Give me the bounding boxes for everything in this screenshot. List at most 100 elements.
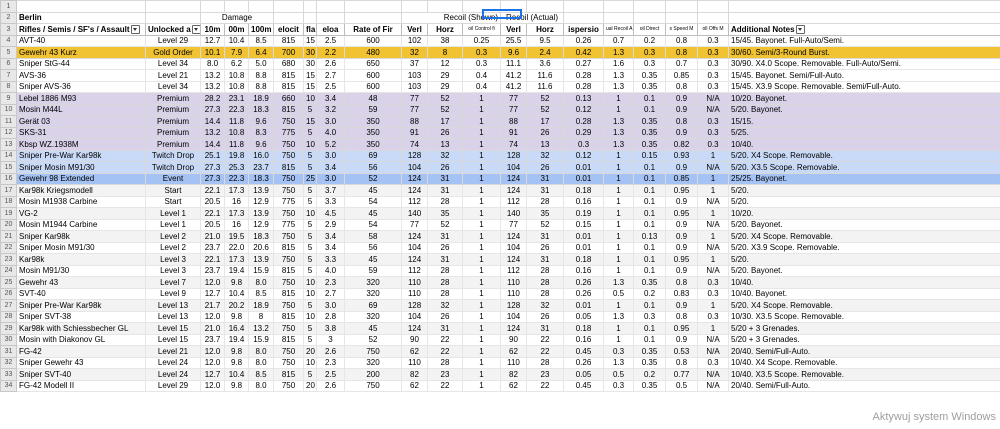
table-cell[interactable]: 0.13 xyxy=(633,230,666,243)
table-cell[interactable]: 600 xyxy=(344,80,402,93)
cell[interactable] xyxy=(665,11,698,24)
table-cell[interactable]: 0.7 xyxy=(665,57,698,70)
table-cell[interactable]: 815 xyxy=(273,264,304,277)
weapon-name-cell[interactable]: Sniper Pre-War Kar98k xyxy=(16,149,146,162)
weapon-name-cell[interactable]: Gewehr 98 Extended xyxy=(16,172,146,185)
notes-cell[interactable]: 20/40. Semi/Full-Auto. xyxy=(728,379,1000,392)
row-number[interactable]: 15 xyxy=(0,161,17,174)
table-cell[interactable]: 750 xyxy=(273,172,304,185)
table-cell[interactable]: 104 xyxy=(401,161,428,174)
table-cell[interactable]: Level 24 xyxy=(145,356,201,369)
table-cell[interactable]: 1 xyxy=(603,264,634,277)
table-cell[interactable]: 1 xyxy=(603,207,634,220)
weapon-name-cell[interactable]: Sniper AVS-36 xyxy=(16,80,146,93)
table-cell[interactable]: 0.35 xyxy=(633,379,666,392)
table-cell[interactable]: 0.45 xyxy=(563,379,604,392)
table-cell[interactable]: 0.8 xyxy=(665,276,698,289)
table-cell[interactable]: 15.9 xyxy=(248,264,274,277)
table-cell[interactable]: 5 xyxy=(303,161,317,174)
table-cell[interactable]: 5 xyxy=(303,299,317,312)
table-cell[interactable]: 12.0 xyxy=(200,276,225,289)
table-cell[interactable]: 1.3 xyxy=(603,46,634,59)
table-cell[interactable]: Level 2 xyxy=(145,230,201,243)
table-cell[interactable]: N/A xyxy=(697,103,729,116)
table-cell[interactable]: Level 3 xyxy=(145,253,201,266)
table-cell[interactable]: 2.5 xyxy=(316,80,345,93)
cell[interactable] xyxy=(316,0,345,13)
table-cell[interactable]: 21.0 xyxy=(200,230,225,243)
weapon-name-cell[interactable]: Sniper Pre-War Kar98k xyxy=(16,299,146,312)
table-cell[interactable]: 1 xyxy=(603,195,634,208)
table-cell[interactable]: 41.2 xyxy=(500,69,527,82)
table-cell[interactable]: 12.0 xyxy=(200,310,225,323)
table-cell[interactable]: 90 xyxy=(500,333,527,346)
table-cell[interactable]: 0.5 xyxy=(603,368,634,381)
table-cell[interactable]: 52 xyxy=(427,92,463,105)
table-cell[interactable]: 3.6 xyxy=(526,57,564,70)
table-cell[interactable]: 23 xyxy=(526,368,564,381)
table-cell[interactable]: 11.6 xyxy=(526,80,564,93)
table-cell[interactable]: 5 xyxy=(303,253,317,266)
table-cell[interactable]: 750 xyxy=(273,207,304,220)
table-cell[interactable]: 0.8 xyxy=(665,356,698,369)
table-cell[interactable]: 775 xyxy=(273,195,304,208)
notes-cell[interactable]: 10/40. xyxy=(728,138,1000,151)
row-number[interactable]: 32 xyxy=(0,356,17,369)
table-cell[interactable]: 10 xyxy=(303,92,317,105)
table-cell[interactable]: 8.0 xyxy=(200,57,225,70)
table-cell[interactable]: 8.8 xyxy=(248,80,274,93)
table-cell[interactable]: Level 34 xyxy=(145,57,201,70)
row-number[interactable]: 9 xyxy=(0,92,17,105)
table-cell[interactable]: 0.1 xyxy=(633,322,666,335)
table-cell[interactable]: 23.7 xyxy=(200,264,225,277)
table-cell[interactable]: 45 xyxy=(344,184,402,197)
table-cell[interactable]: 104 xyxy=(500,161,527,174)
table-cell[interactable]: 20.5 xyxy=(200,195,225,208)
table-cell[interactable]: 0.1 xyxy=(633,161,666,174)
table-cell[interactable]: 14.4 xyxy=(200,138,225,151)
weapon-name-cell[interactable]: Mosin with Diakonov GL xyxy=(16,333,146,346)
table-cell[interactable]: 1 xyxy=(603,230,634,243)
table-cell[interactable]: 5 xyxy=(303,184,317,197)
table-cell[interactable]: 7.9 xyxy=(224,46,249,59)
table-cell[interactable]: 12.7 xyxy=(200,34,225,47)
table-cell[interactable]: 25.1 xyxy=(200,149,225,162)
notes-cell[interactable]: 5/25. xyxy=(728,126,1000,139)
notes-cell[interactable]: 5/20. xyxy=(728,253,1000,266)
table-cell[interactable]: 22 xyxy=(526,379,564,392)
table-cell[interactable]: 20 xyxy=(303,379,317,392)
table-cell[interactable]: 1 xyxy=(462,379,501,392)
table-cell[interactable]: 2.9 xyxy=(316,218,345,231)
table-cell[interactable]: Premium xyxy=(145,126,201,139)
table-cell[interactable]: Level 29 xyxy=(145,34,201,47)
table-cell[interactable]: 23.7 xyxy=(200,241,225,254)
table-cell[interactable]: 480 xyxy=(344,46,402,59)
table-cell[interactable]: 0.28 xyxy=(563,115,604,128)
table-cell[interactable]: Premium xyxy=(145,92,201,105)
table-cell[interactable]: 1.3 xyxy=(603,138,634,151)
table-cell[interactable]: 12 xyxy=(427,57,463,70)
table-cell[interactable]: 12.7 xyxy=(200,287,225,300)
table-cell[interactable]: 1 xyxy=(462,241,501,254)
table-cell[interactable]: 9.8 xyxy=(224,310,249,323)
table-cell[interactable]: 1.6 xyxy=(603,57,634,70)
table-cell[interactable]: 0.9 xyxy=(665,195,698,208)
table-cell[interactable]: 16 xyxy=(224,195,249,208)
damage-group-label[interactable]: Damage xyxy=(200,11,274,24)
table-cell[interactable]: 0.3 xyxy=(462,57,501,70)
weapon-name-cell[interactable]: Sniper Mosin M91/30 xyxy=(16,241,146,254)
table-cell[interactable]: 1 xyxy=(603,103,634,116)
table-cell[interactable]: 0.05 xyxy=(563,310,604,323)
table-cell[interactable]: 140 xyxy=(401,207,428,220)
table-cell[interactable]: 3.4 xyxy=(316,241,345,254)
table-cell[interactable]: 0.1 xyxy=(633,184,666,197)
table-cell[interactable]: 28.2 xyxy=(200,92,225,105)
table-cell[interactable]: 11.1 xyxy=(500,57,527,70)
row-number[interactable]: 22 xyxy=(0,241,17,254)
table-cell[interactable]: 8 xyxy=(427,46,463,59)
table-cell[interactable]: 48 xyxy=(344,92,402,105)
table-cell[interactable]: 28 xyxy=(427,264,463,277)
table-cell[interactable]: 3.2 xyxy=(316,103,345,116)
table-cell[interactable]: 8.5 xyxy=(248,34,274,47)
table-cell[interactable]: 31 xyxy=(427,322,463,335)
